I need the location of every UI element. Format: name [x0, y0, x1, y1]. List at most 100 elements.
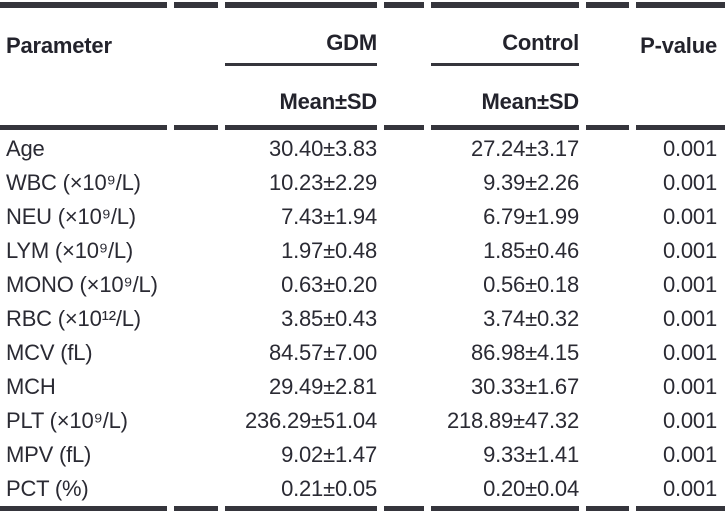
column-spacer [384, 370, 424, 404]
column-spacer [384, 2, 424, 66]
column-spacer [174, 404, 218, 438]
cell-gdm: 30.40±3.83 [269, 136, 377, 161]
cell-gdm: 84.57±7.00 [269, 340, 377, 365]
table-row: PCT (%) 0.21±0.05 0.20±0.04 0.001 [0, 472, 725, 511]
cell-parameter: NEU (×10⁹/L) [6, 204, 136, 229]
cell-control: 30.33±1.67 [471, 374, 579, 399]
cell-gdm: 7.43±1.94 [281, 204, 377, 229]
cell-pvalue: 0.001 [636, 472, 725, 511]
column-spacer [384, 200, 424, 234]
column-spacer [586, 336, 629, 370]
column-spacer [384, 166, 424, 200]
column-spacer [174, 166, 218, 200]
cell-parameter: MPV (fL) [6, 442, 92, 467]
column-spacer [384, 404, 424, 438]
cell-gdm: 236.29±51.04 [244, 408, 377, 433]
cell-control: 0.20±0.04 [431, 472, 579, 511]
cell-control: 6.79±1.99 [483, 204, 579, 229]
column-spacer [586, 234, 629, 268]
column-spacer [586, 268, 629, 302]
column-spacer [174, 130, 218, 166]
header-control: Control [431, 2, 579, 66]
cell-pvalue: 0.001 [662, 272, 717, 297]
header-row-measures: Mean±SD Mean±SD [0, 66, 725, 130]
cell-parameter: PLT (×10⁹/L) [6, 408, 128, 433]
column-spacer [174, 268, 218, 302]
column-spacer [586, 66, 629, 130]
subheader-parameter-empty [0, 66, 167, 130]
column-spacer [586, 370, 629, 404]
column-spacer [384, 438, 424, 472]
cell-gdm: 9.02±1.47 [281, 442, 377, 467]
column-spacer [586, 130, 629, 166]
cell-pvalue: 0.001 [662, 306, 717, 331]
column-spacer [384, 302, 424, 336]
column-spacer [174, 302, 218, 336]
cell-pvalue: 0.001 [662, 238, 717, 263]
cell-pvalue: 0.001 [662, 170, 717, 195]
column-spacer [586, 404, 629, 438]
column-spacer [174, 200, 218, 234]
column-spacer [586, 472, 629, 511]
table-row: MONO (×10⁹/L) 0.63±0.20 0.56±0.18 0.001 [0, 268, 725, 302]
header-gdm: GDM [225, 2, 377, 66]
cell-gdm: 1.97±0.48 [281, 238, 377, 263]
cell-pvalue: 0.001 [662, 204, 717, 229]
column-spacer [384, 234, 424, 268]
cell-control: 27.24±3.17 [471, 136, 579, 161]
header-pvalue: P-value [636, 2, 725, 66]
cell-pvalue: 0.001 [662, 408, 717, 433]
cell-pvalue: 0.001 [662, 340, 717, 365]
cell-control: 3.74±0.32 [483, 306, 579, 331]
table-row: MCH 29.49±2.81 30.33±1.67 0.001 [0, 370, 725, 404]
subheader-pvalue-empty [636, 66, 725, 130]
column-spacer [586, 200, 629, 234]
table-body: Age 30.40±3.83 27.24±3.17 0.001 WBC (×10⁹/L)… [0, 130, 725, 511]
cell-parameter: MONO (×10⁹/L) [6, 272, 158, 297]
header-row-groups: Parameter GDM Control P-value [0, 2, 725, 66]
column-spacer [174, 2, 218, 66]
cell-parameter: MCV (fL) [6, 340, 93, 365]
table-row: LYM (×10⁹/L) 1.97±0.48 1.85±0.46 0.001 [0, 234, 725, 268]
cell-control: 218.89±47.32 [446, 408, 579, 433]
table-row: Age 30.40±3.83 27.24±3.17 0.001 [0, 130, 725, 166]
column-spacer [586, 166, 629, 200]
cell-control: 9.33±1.41 [483, 442, 579, 467]
column-spacer [384, 336, 424, 370]
cell-control: 0.56±0.18 [483, 272, 579, 297]
column-spacer [384, 130, 424, 166]
column-spacer [384, 66, 424, 130]
column-spacer [174, 370, 218, 404]
subheader-gdm-meansd: Mean±SD [225, 66, 377, 130]
column-spacer [586, 438, 629, 472]
column-spacer [384, 472, 424, 511]
cell-control: 86.98±4.15 [471, 340, 579, 365]
cell-parameter: RBC (×10¹²/L) [6, 306, 141, 331]
cell-gdm: 10.23±2.29 [269, 170, 377, 195]
column-spacer [174, 472, 218, 511]
cell-pvalue: 0.001 [662, 374, 717, 399]
cell-gdm: 0.63±0.20 [281, 272, 377, 297]
cell-gdm: 0.21±0.05 [225, 472, 377, 511]
column-spacer [174, 66, 218, 130]
cell-parameter: PCT (%) [0, 472, 167, 511]
table-row: NEU (×10⁹/L) 7.43±1.94 6.79±1.99 0.001 [0, 200, 725, 234]
column-spacer [586, 302, 629, 336]
cell-pvalue: 0.001 [662, 442, 717, 467]
table-header: Parameter GDM Control P-value Mean±SD Me… [0, 2, 725, 130]
subheader-control-meansd: Mean±SD [431, 66, 579, 130]
table-row: PLT (×10⁹/L) 236.29±51.04 218.89±47.32 0.00… [0, 404, 725, 438]
table-row: MCV (fL) 84.57±7.00 86.98±4.15 0.001 [0, 336, 725, 370]
cell-parameter: Age [6, 136, 45, 161]
column-spacer [174, 336, 218, 370]
column-spacer [174, 234, 218, 268]
cell-control: 1.85±0.46 [483, 238, 579, 263]
column-spacer [586, 2, 629, 66]
table-row: MPV (fL) 9.02±1.47 9.33±1.41 0.001 [0, 438, 725, 472]
table-row: WBC (×10⁹/L) 10.23±2.29 9.39±2.26 0.001 [0, 166, 725, 200]
cell-control: 9.39±2.26 [483, 170, 579, 195]
header-parameter: Parameter [0, 2, 167, 66]
cell-pvalue: 0.001 [662, 136, 717, 161]
